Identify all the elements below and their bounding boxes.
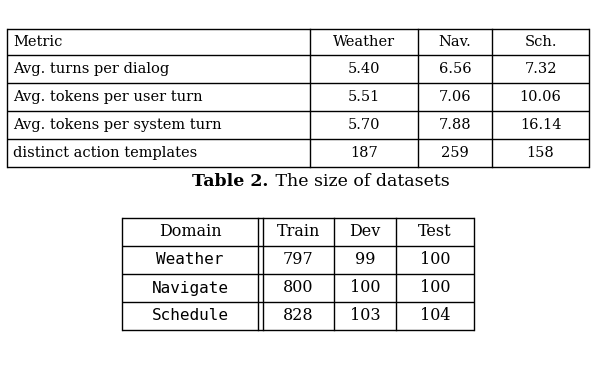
Text: 828: 828 [283,307,314,325]
Text: 100: 100 [350,280,380,296]
Text: The size of datasets: The size of datasets [270,172,450,190]
Text: Navigate: Navigate [151,280,228,295]
Text: 100: 100 [420,251,450,269]
Text: 6.56: 6.56 [439,62,471,76]
Text: Weather: Weather [156,253,224,268]
Text: 100: 100 [420,280,450,296]
Text: Test: Test [418,224,452,240]
Text: Dev: Dev [349,224,381,240]
Text: Avg. turns per dialog: Avg. turns per dialog [13,62,169,76]
Text: 104: 104 [420,307,450,325]
Text: 103: 103 [350,307,380,325]
Text: Sch.: Sch. [524,35,557,49]
Text: 7.32: 7.32 [524,62,557,76]
Text: 797: 797 [283,251,314,269]
Text: 158: 158 [527,146,554,160]
Text: Avg. tokens per user turn: Avg. tokens per user turn [13,90,203,104]
Text: Avg. tokens per system turn: Avg. tokens per system turn [13,118,222,132]
Text: 7.88: 7.88 [439,118,471,132]
Text: 7.06: 7.06 [439,90,471,104]
Text: 5.51: 5.51 [348,90,380,104]
Text: 259: 259 [441,146,469,160]
Text: Nav.: Nav. [439,35,471,49]
Text: Table 2.: Table 2. [192,172,268,190]
Text: distinct action templates: distinct action templates [13,146,197,160]
Text: 16.14: 16.14 [520,118,561,132]
Text: Domain: Domain [159,224,221,240]
Text: Metric: Metric [13,35,63,49]
Text: 99: 99 [355,251,375,269]
Text: 10.06: 10.06 [520,90,561,104]
Text: Schedule: Schedule [151,309,228,324]
Text: 5.70: 5.70 [347,118,380,132]
Text: 187: 187 [350,146,378,160]
Text: Weather: Weather [333,35,395,49]
Text: Train: Train [277,224,320,240]
Text: 5.40: 5.40 [347,62,380,76]
Text: 800: 800 [283,280,313,296]
